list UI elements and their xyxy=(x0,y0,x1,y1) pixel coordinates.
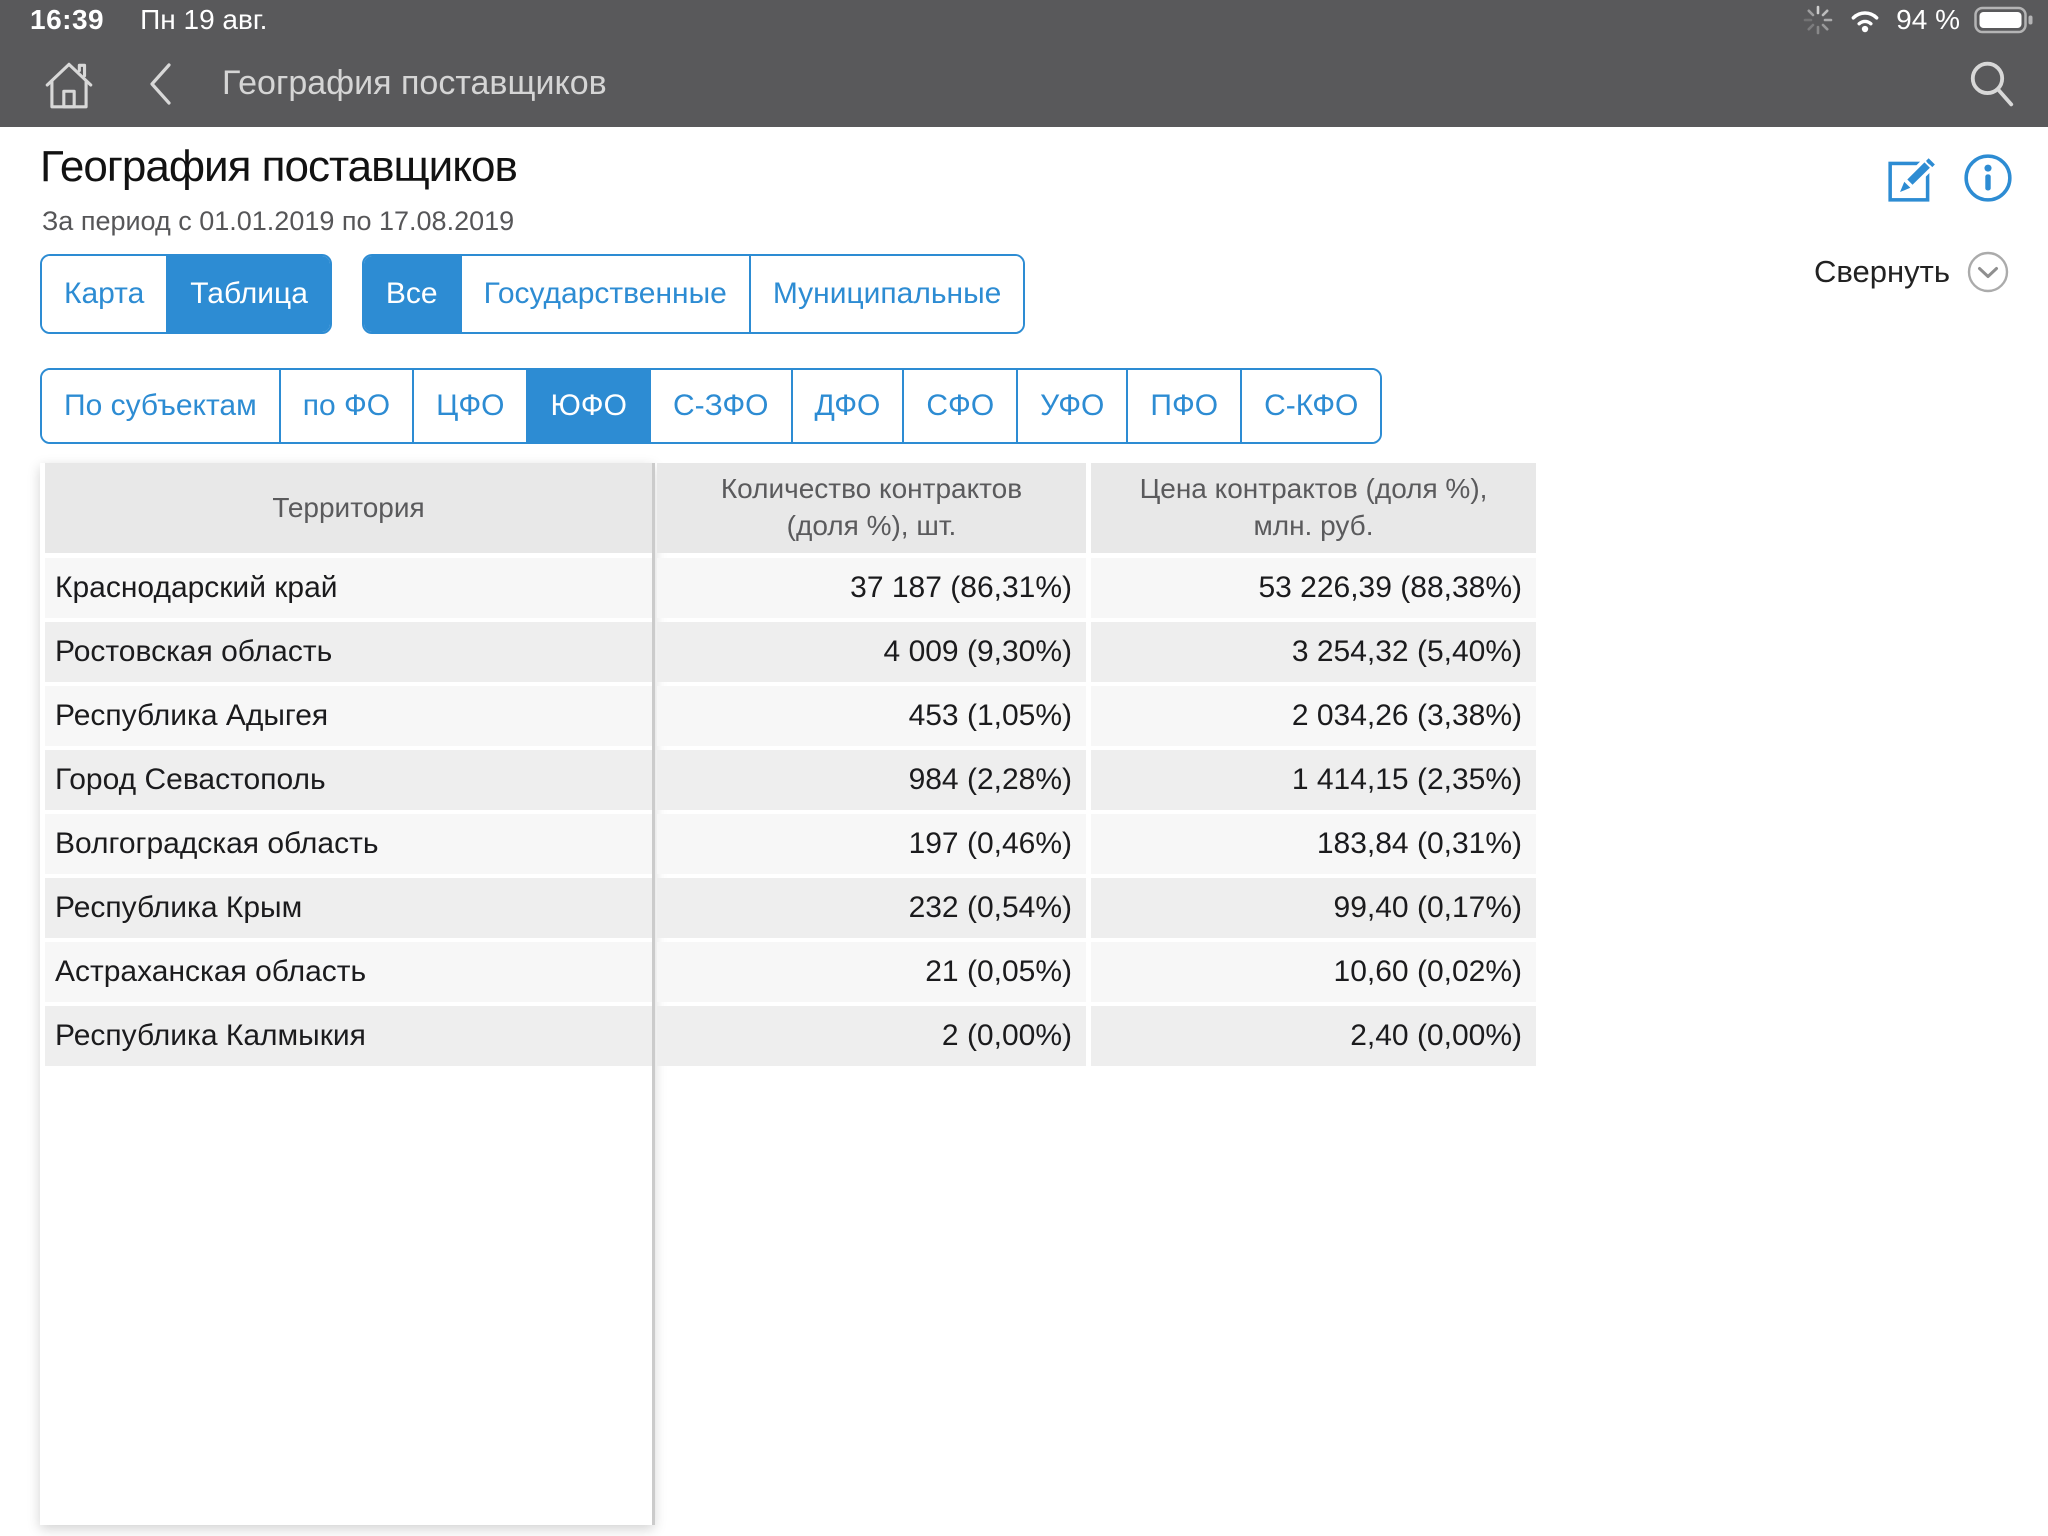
price-cell: 10,60 (0,02%) xyxy=(1091,942,1536,1002)
table-row[interactable]: Республика Крым 232 (0,54%) 99,40 (0,17%… xyxy=(45,878,1536,938)
column-header-territory: Территория xyxy=(45,463,652,553)
district-tab-option[interactable]: по ФО xyxy=(278,370,413,442)
territory-cell: Ростовская область xyxy=(45,622,652,682)
info-icon xyxy=(1962,152,2014,204)
contracts-cell: 4 009 (9,30%) xyxy=(657,622,1086,682)
edit-button[interactable] xyxy=(1886,152,1938,204)
status-date: Пн 19 авг. xyxy=(140,4,268,35)
contracts-cell: 21 (0,05%) xyxy=(657,942,1086,1002)
price-cell: 1 414,15 (2,35%) xyxy=(1091,750,1536,810)
frozen-column-divider xyxy=(652,463,655,1525)
price-cell: 183,84 (0,31%) xyxy=(1091,814,1536,874)
info-button[interactable] xyxy=(1962,152,2014,204)
ownership-filter-option[interactable]: Все xyxy=(363,256,460,332)
home-icon xyxy=(40,58,98,110)
table-row[interactable]: Республика Адыгея 453 (1,05%) 2 034,26 (… xyxy=(45,686,1536,746)
district-tabs-group: По субъектам по ФО ЦФО ЮФО С-ЗФО ДФО СФО УФО ПФО… xyxy=(40,368,1383,444)
collapse-control[interactable]: Свернуть xyxy=(1814,250,2010,294)
district-tab-option[interactable]: ЮФО xyxy=(526,370,649,442)
battery-percent: 94 % xyxy=(1896,4,1960,35)
price-cell: 3 254,32 (5,40%) xyxy=(1091,622,1536,682)
contracts-cell: 453 (1,05%) xyxy=(657,686,1086,746)
view-toggle-option[interactable]: Таблица xyxy=(166,256,330,332)
table-body: Краснодарский край 37 187 (86,31%) 53 22… xyxy=(45,558,1536,1070)
territory-cell: Республика Адыгея xyxy=(45,686,652,746)
view-toggle-group: Карта Таблица xyxy=(40,254,332,334)
price-cell: 99,40 (0,17%) xyxy=(1091,878,1536,938)
district-tab-option[interactable]: СФО xyxy=(902,370,1017,442)
search-icon xyxy=(1966,58,2018,110)
table-row[interactable]: Ростовская область 4 009 (9,30%) 3 254,3… xyxy=(45,622,1536,682)
activity-spinner-icon xyxy=(1802,4,1834,36)
contracts-cell: 37 187 (86,31%) xyxy=(657,558,1086,618)
contracts-cell: 2 (0,00%) xyxy=(657,1006,1086,1066)
territory-cell: Астраханская область xyxy=(45,942,652,1002)
district-tab-option[interactable]: ПФО xyxy=(1126,370,1241,442)
table-row[interactable]: Волгоградская область 197 (0,46%) 183,84… xyxy=(45,814,1536,874)
search-button[interactable] xyxy=(1966,58,2018,110)
district-tab-option[interactable]: По субъектам xyxy=(42,370,279,442)
home-button[interactable] xyxy=(38,56,100,112)
ownership-filter-group: Все Государственные Муниципальные xyxy=(361,254,1026,334)
territory-cell: Краснодарский край xyxy=(45,558,652,618)
price-cell: 53 226,39 (88,38%) xyxy=(1091,558,1536,618)
nav-title: География поставщиков xyxy=(222,64,607,102)
price-cell: 2 034,26 (3,38%) xyxy=(1091,686,1536,746)
contracts-cell: 197 (0,46%) xyxy=(657,814,1086,874)
contracts-cell: 232 (0,54%) xyxy=(657,878,1086,938)
district-tab-option[interactable]: ЦФО xyxy=(412,370,527,442)
contracts-cell: 984 (2,28%) xyxy=(657,750,1086,810)
territory-cell: Республика Крым xyxy=(45,878,652,938)
table-row[interactable]: Республика Калмыкия 2 (0,00%) 2,40 (0,00… xyxy=(45,1006,1536,1066)
table-header: Территория Количество контрактов (доля %… xyxy=(45,463,1536,553)
district-tab-option[interactable]: УФО xyxy=(1016,370,1127,442)
table-row[interactable]: Город Севастополь 984 (2,28%) 1 414,15 (… xyxy=(45,750,1536,810)
back-button[interactable] xyxy=(148,61,178,107)
status-time: 16:39 xyxy=(30,4,105,35)
chevron-left-icon xyxy=(148,61,174,107)
table-row[interactable]: Астраханская область 21 (0,05%) 10,60 (0… xyxy=(45,942,1536,1002)
chevron-down-circle-icon xyxy=(1966,250,2010,294)
district-tab-option[interactable]: С-ЗФО xyxy=(648,370,791,442)
wifi-icon xyxy=(1848,6,1882,34)
territory-cell: Город Севастополь xyxy=(45,750,652,810)
view-toggle-option[interactable]: Карта xyxy=(42,256,167,332)
district-tab-option[interactable]: ДФО xyxy=(790,370,903,442)
battery-icon xyxy=(1974,6,2034,34)
nav-bar: География поставщиков xyxy=(0,40,2048,127)
district-tab-option[interactable]: С-КФО xyxy=(1240,370,1381,442)
price-cell: 2,40 (0,00%) xyxy=(1091,1006,1536,1066)
page-title: География поставщиков xyxy=(40,142,518,191)
collapse-label: Свернуть xyxy=(1814,254,1950,289)
page-subtitle: За период с 01.01.2019 по 17.08.2019 xyxy=(42,206,515,236)
edit-icon xyxy=(1886,152,1938,204)
territory-cell: Волгоградская область xyxy=(45,814,652,874)
table-row[interactable]: Краснодарский край 37 187 (86,31%) 53 22… xyxy=(45,558,1536,618)
column-header-price: Цена контрактов (доля %), млн. руб. xyxy=(1091,463,1536,553)
ownership-filter-option[interactable]: Государственные xyxy=(459,256,749,332)
ownership-filter-option[interactable]: Муниципальные xyxy=(748,256,1024,332)
column-header-contracts: Количество контрактов (доля %), шт. xyxy=(657,463,1086,553)
territory-cell: Республика Калмыкия xyxy=(45,1006,652,1066)
status-bar: 16:39 Пн 19 авг. xyxy=(0,0,2048,40)
